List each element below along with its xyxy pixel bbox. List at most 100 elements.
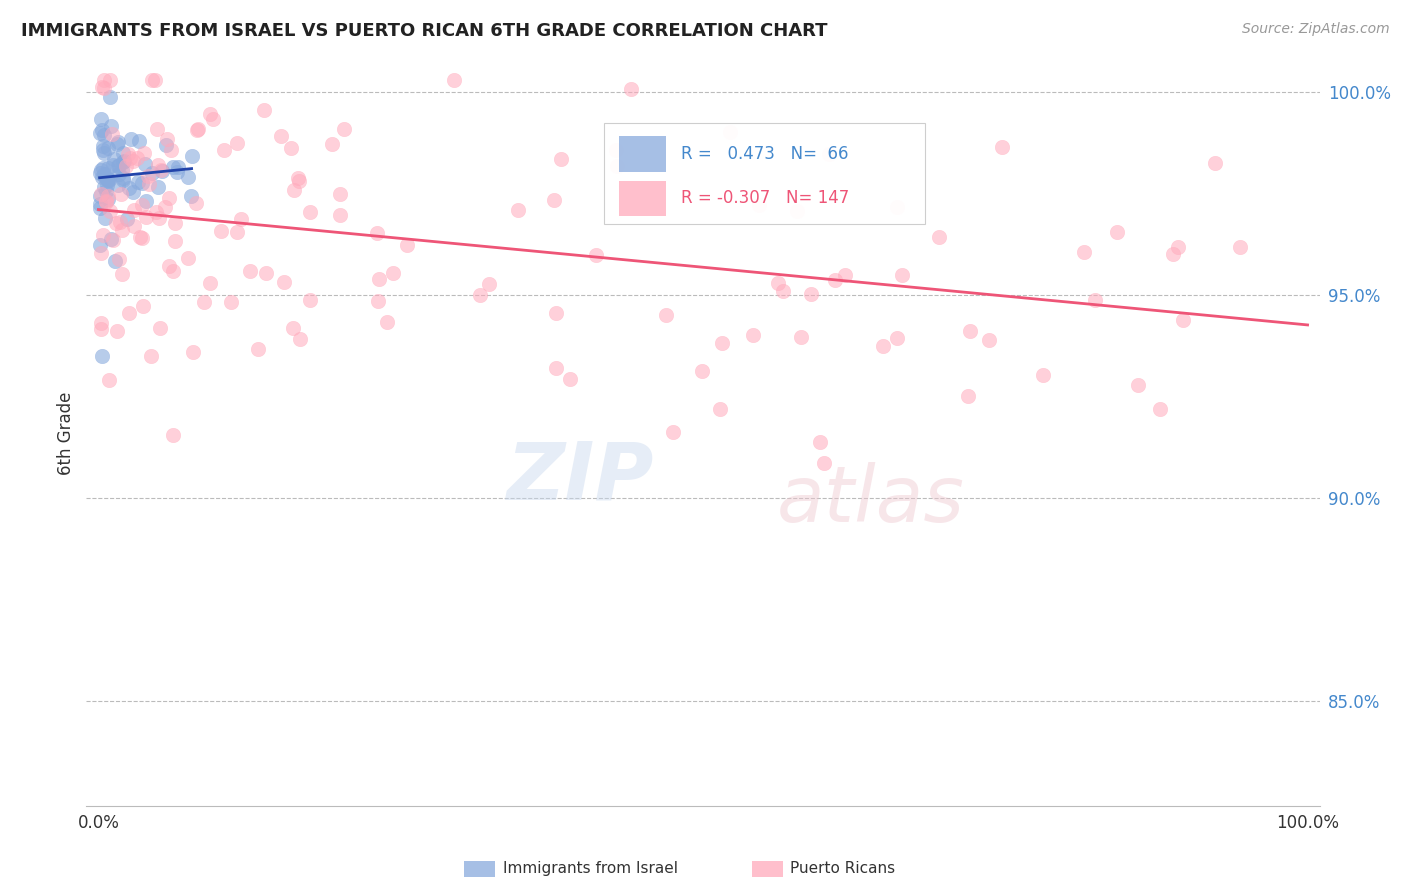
Point [90, 187, 112, 202]
Point [150, 163, 173, 178]
Point [132, 146, 155, 161]
Point [654, 308, 676, 322]
Point [89, 165, 111, 179]
FancyBboxPatch shape [605, 123, 925, 224]
Point [1084, 293, 1107, 307]
Point [790, 329, 813, 343]
Point [122, 185, 145, 199]
Point [710, 335, 733, 350]
Point [198, 277, 221, 291]
Point [808, 435, 831, 450]
Point [558, 372, 581, 386]
Text: atlas: atlas [778, 462, 965, 538]
Point [138, 177, 160, 191]
Point [443, 73, 465, 87]
Point [148, 211, 170, 225]
Point [187, 122, 209, 136]
Point [149, 321, 172, 335]
Point [145, 205, 167, 219]
Point [283, 183, 305, 197]
Point [156, 132, 179, 146]
Point [93, 211, 115, 225]
Point [89, 201, 111, 215]
Point [225, 225, 247, 239]
Point [478, 277, 501, 292]
Point [280, 141, 302, 155]
Point [1205, 156, 1227, 170]
Point [1167, 240, 1189, 254]
Point [800, 287, 823, 301]
Point [121, 153, 143, 168]
Point [959, 324, 981, 338]
Point [160, 143, 183, 157]
Point [620, 81, 643, 95]
Point [254, 266, 277, 280]
Point [89, 189, 111, 203]
Point [97, 141, 120, 155]
Point [212, 143, 235, 157]
Point [162, 161, 184, 175]
Point [91, 349, 114, 363]
Point [89, 126, 111, 140]
Point [288, 174, 311, 188]
Point [368, 272, 391, 286]
Point [186, 122, 208, 136]
Point [550, 152, 572, 166]
Point [252, 103, 274, 117]
Point [91, 139, 114, 153]
Point [111, 223, 134, 237]
Point [332, 121, 354, 136]
Point [748, 198, 770, 212]
Point [115, 159, 138, 173]
Text: Immigrants from Israel: Immigrants from Israel [503, 862, 678, 876]
Point [891, 268, 914, 282]
Point [112, 173, 135, 187]
Point [97, 173, 120, 187]
Point [90, 246, 112, 260]
Point [813, 456, 835, 470]
Point [991, 140, 1014, 154]
Point [824, 273, 846, 287]
Point [1229, 240, 1251, 254]
Point [97, 189, 120, 203]
Point [111, 163, 134, 178]
Point [288, 332, 311, 346]
Point [180, 149, 202, 163]
Point [97, 172, 120, 186]
Point [225, 136, 247, 151]
Point [111, 268, 134, 282]
Point [117, 212, 139, 227]
Point [90, 112, 112, 127]
Point [977, 333, 1000, 347]
Point [98, 204, 121, 219]
Point [180, 189, 202, 203]
Point [90, 169, 112, 184]
Point [1073, 244, 1095, 259]
Point [219, 294, 242, 309]
Point [202, 112, 225, 126]
Point [100, 120, 122, 134]
Point [270, 128, 292, 143]
Point [470, 288, 492, 302]
Point [105, 136, 128, 151]
Point [1126, 378, 1149, 392]
Y-axis label: 6th Grade: 6th Grade [58, 392, 75, 475]
Point [98, 373, 121, 387]
Point [108, 157, 131, 171]
Point [167, 160, 190, 174]
Point [122, 202, 145, 217]
Point [377, 315, 399, 329]
Bar [619, 180, 666, 217]
Point [1163, 247, 1185, 261]
Point [543, 193, 565, 207]
Point [886, 330, 908, 344]
Point [97, 161, 120, 176]
Point [605, 143, 627, 157]
Point [136, 169, 159, 183]
Point [186, 196, 208, 211]
Point [93, 81, 115, 95]
Point [117, 147, 139, 161]
Point [131, 176, 153, 190]
Text: Source: ZipAtlas.com: Source: ZipAtlas.com [1241, 22, 1389, 37]
Point [690, 364, 713, 378]
